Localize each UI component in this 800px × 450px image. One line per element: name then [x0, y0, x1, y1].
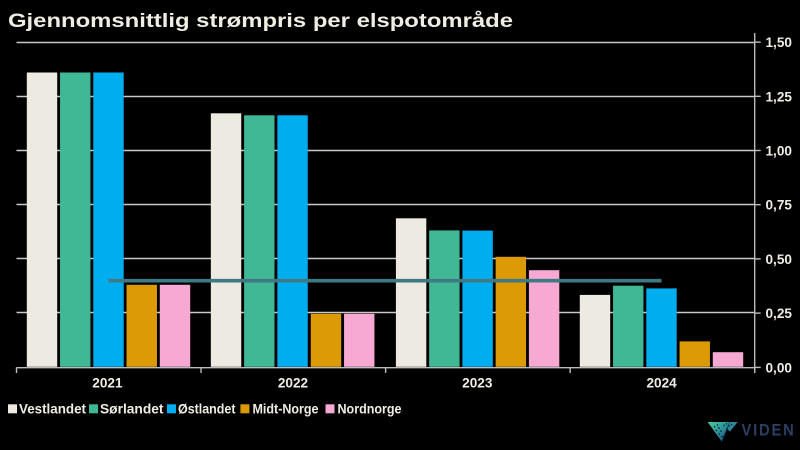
svg-text:1,50: 1,50 — [766, 35, 792, 50]
svg-text:0,50: 0,50 — [766, 252, 792, 267]
svg-text:1,25: 1,25 — [766, 89, 793, 104]
svg-text:2024: 2024 — [646, 376, 677, 391]
svg-text:2023: 2023 — [462, 376, 493, 391]
svg-text:Nordnorge: Nordnorge — [338, 402, 402, 417]
svg-text:2021: 2021 — [92, 376, 123, 391]
svg-text:0,00: 0,00 — [766, 360, 792, 375]
svg-text:0,75: 0,75 — [766, 198, 793, 213]
svg-text:1,00: 1,00 — [766, 144, 792, 159]
svg-text:Midt-Norge: Midt-Norge — [253, 402, 319, 417]
svg-text:VIDEN: VIDEN — [742, 422, 796, 440]
svg-text:Gjennomsnittlig strømpris per: Gjennomsnittlig strømpris per elspotområ… — [8, 11, 513, 32]
svg-text:2022: 2022 — [278, 376, 309, 391]
svg-text:0,25: 0,25 — [766, 306, 793, 321]
svg-text:Østlandet: Østlandet — [178, 402, 236, 417]
svg-text:Sørlandet: Sørlandet — [100, 402, 164, 417]
svg-text:Vestlandet: Vestlandet — [19, 402, 87, 417]
